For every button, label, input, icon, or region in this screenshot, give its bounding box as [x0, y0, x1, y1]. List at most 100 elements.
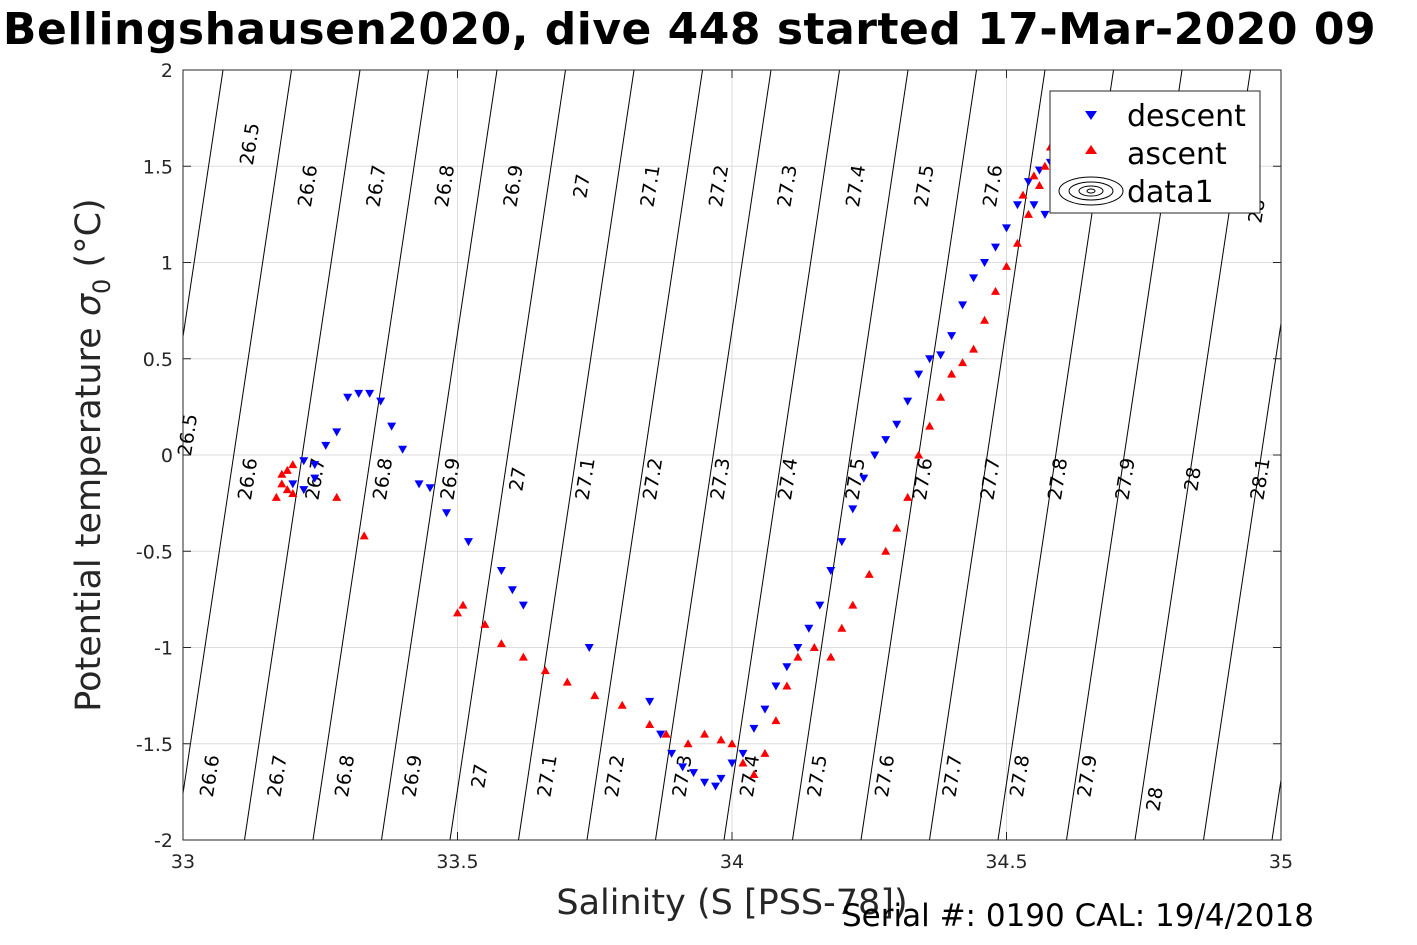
descent-point [299, 457, 309, 466]
descent-point [716, 774, 726, 783]
isopycnal-label: 27 [467, 762, 493, 789]
y-tick-label: 0 [161, 445, 173, 467]
descent-point [310, 474, 320, 483]
isopycnal-label: 26.6 [234, 456, 262, 501]
legend-descent-marker [1085, 111, 1097, 120]
isopycnal-line [1341, 70, 1417, 840]
ascent-point [809, 643, 819, 651]
descent-point [518, 601, 528, 610]
isopycnal-label: 27.9 [1073, 753, 1101, 798]
ascent-point [453, 608, 462, 617]
isopycnal-line [792, 70, 909, 840]
descent-point [749, 724, 759, 733]
isopycnal-label: 27.7 [976, 456, 1004, 501]
legend-ascent-marker [1085, 145, 1097, 154]
ascent-point [661, 729, 671, 738]
isopycnal-label: 28 [1142, 785, 1168, 812]
isopycnal-label: 26.9 [499, 163, 527, 208]
ascent-point [540, 666, 550, 675]
ascent-point [738, 758, 748, 767]
isopycnal-label: 28 [1180, 465, 1206, 492]
y-axis-label-main: Potential temperature [69, 316, 109, 712]
ascent-point [1029, 171, 1039, 180]
descent-point [321, 441, 331, 450]
isopycnal-line [1409, 70, 1417, 840]
y-tick-label: 1 [161, 253, 173, 275]
legend-data1-label: data1 [1127, 175, 1214, 210]
isopycnal-label: 26.5 [236, 121, 264, 166]
isopycnal-line [1271, 776, 1281, 840]
isopycnal-label: 27.4 [842, 163, 870, 208]
isopycnal-label: 27.6 [979, 163, 1007, 208]
ascent-point [925, 421, 935, 430]
ascent-point [727, 739, 737, 748]
isopycnal-line [655, 70, 772, 840]
descent-point [645, 697, 655, 706]
ascent-point [518, 652, 528, 661]
y-tick-label: 2 [161, 60, 173, 82]
isopycnal-label: 27.1 [636, 163, 664, 208]
isopycnal-label: 27.5 [910, 163, 938, 208]
y-axis-label: Potential temperature σ0 (°C) [69, 198, 116, 711]
ascent-point [458, 600, 468, 609]
isopycnal-label: 26.8 [431, 163, 459, 208]
isopycnal-line [1203, 319, 1281, 840]
descent-point [892, 420, 902, 429]
descent-point [398, 445, 408, 454]
isopycnal-label: 26.6 [294, 163, 322, 208]
ascent-point [288, 489, 298, 497]
ascent-point [881, 546, 891, 555]
descent-point [343, 393, 353, 402]
y-tick-label: 1.5 [143, 156, 173, 178]
chart-title-wrap: 8 Bellingshausen2020, dive 448 started 1… [0, 4, 1417, 60]
isopycnal-label: 27.2 [601, 753, 629, 798]
isopycnal-label: 26.5 [174, 412, 202, 457]
ascent-point [359, 531, 369, 540]
descent-point [711, 782, 721, 791]
descent-point [815, 601, 825, 610]
descent-point [310, 461, 320, 470]
descent-point [782, 663, 792, 672]
isopycnal-line [381, 70, 498, 840]
isopycnal-line [723, 70, 840, 840]
isopycnal-line [586, 70, 703, 840]
descent-point [288, 480, 298, 489]
descent-point [376, 397, 386, 406]
descent-point [991, 243, 1001, 252]
ascent-point [683, 739, 693, 748]
x-tick-label: 34.5 [985, 851, 1027, 873]
ascent-point [749, 770, 759, 779]
descent-point [507, 586, 517, 595]
descent-point [727, 759, 737, 768]
x-tick-label: 35 [1269, 851, 1293, 873]
ascent-point [277, 479, 287, 488]
descent-point [826, 567, 836, 575]
ascent-point [782, 681, 792, 690]
ascent-point [1040, 161, 1050, 170]
descent-point [1002, 224, 1011, 233]
descent-point [700, 778, 710, 787]
legend: descent ascent data1 [1049, 90, 1261, 214]
ascent-point [892, 523, 902, 532]
legend-contour-icon [1058, 176, 1124, 206]
descent-point [689, 769, 699, 778]
ascent-point [282, 485, 292, 494]
legend-descent-label: descent [1127, 99, 1246, 134]
isopycnal-label: 26.9 [436, 456, 464, 501]
ascent-point [793, 652, 803, 661]
ascent-point [864, 569, 874, 578]
ascent-point [288, 460, 298, 469]
descent-point [1012, 201, 1022, 210]
axis-ticks: 33 33.5 34 34.5 35 -2 -1.5 -1 -0.5 0 0.5 1 1.5 2 [136, 60, 1293, 873]
legend-ascent-label: ascent [1127, 137, 1227, 172]
y-axis-label-sub: 0 [88, 279, 116, 294]
y-tick-label: -1 [154, 638, 173, 660]
descent-point [760, 705, 770, 714]
descent-point [1023, 178, 1033, 187]
descent-point [354, 389, 364, 398]
ascent-point [1012, 238, 1022, 247]
ascent-point [958, 358, 968, 367]
ascent-point [496, 639, 506, 648]
isopycnal-label: 27.8 [1044, 456, 1072, 501]
ascent-point [617, 700, 627, 709]
